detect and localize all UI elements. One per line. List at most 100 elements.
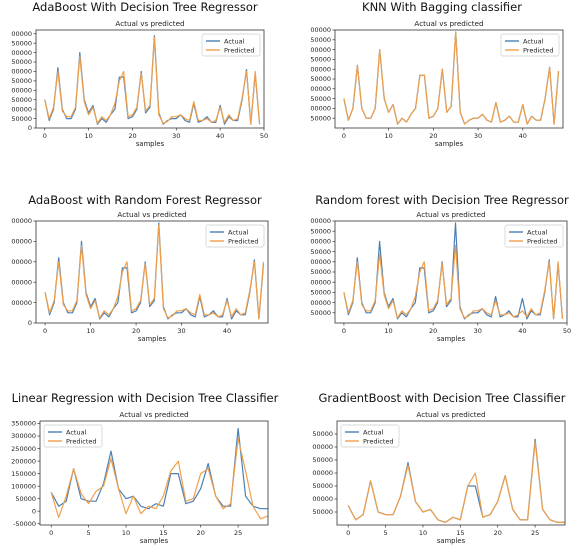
y-tick-label: 50000 [310,75,331,83]
panel-heading: Random forest with Decision Tree Regress… [315,193,569,207]
chart-panel-4: Random forest with Decision Tree Regress… [297,193,587,373]
x-tick-label: 20 [197,529,205,537]
y-tick-label: 50000 [310,309,331,317]
x-tick-label: 0 [342,132,346,140]
x-tick-label: 30 [474,327,482,335]
legend-label: Predicted [527,237,558,245]
x-tick-label: 0 [43,327,47,335]
y-tick-label: 00000 [310,85,331,93]
chart-svg: Actual vs predicted 50000 00000 50000 00000 5… [310,210,571,343]
y-tick-label: 50000 [310,36,331,44]
y-tick-label: 0 [28,319,32,327]
x-tick-label: 10 [385,132,393,140]
legend-label: Predicted [523,46,554,54]
x-tick-label: 0 [43,132,47,140]
x-tick-label: 10 [384,327,392,335]
y-tick-label: 50000 [310,227,331,235]
x-tick-label: 20 [132,327,140,335]
y-tick-label: 50000 [312,456,333,464]
x-tick-label: 20 [494,529,502,537]
predicted-line [50,437,269,520]
x-tick-label: 50 [260,132,268,140]
x-tick-label: 20 [429,327,437,335]
predicted-line [44,224,265,320]
plot-frame [334,220,568,324]
legend-label: Actual [363,428,384,436]
legend-label: Predicted [228,237,259,245]
predicted-line [343,31,560,125]
x-tick-label: 30 [474,132,482,140]
x-tick-label: 40 [216,132,224,140]
chart-title: Actual vs predicted [416,210,485,219]
chart-panel-6: GradientBoost with Decision Tree Classif… [297,391,587,557]
actual-line [347,438,565,523]
legend-label: Actual [523,37,544,45]
plot-frame [35,29,265,129]
x-tick-label: 40 [518,327,526,335]
x-tick-label: 15 [159,529,167,537]
x-axis-label: samples [437,537,466,545]
legend-label: Actual [228,228,249,236]
y-tick-label: 00000 [11,217,32,225]
y-tick-label: 200000 [11,457,36,465]
y-tick-label: 00000 [310,238,331,246]
x-tick-label: 20 [429,132,437,140]
x-tick-label: 25 [234,529,242,537]
y-tick-label: 50000 [310,289,331,297]
x-tick-label: 25 [531,529,539,537]
x-tick-label: 0 [49,529,53,537]
y-tick-label: 50000 [310,248,331,256]
y-tick-label: 00000 [11,30,32,38]
y-tick-label: 00000 [11,238,32,246]
y-tick-label: 50000 [11,39,32,47]
x-tick-label: 20 [128,132,136,140]
x-axis-label: samples [136,140,165,148]
x-tick-label: 5 [384,529,388,537]
chart-panel-2: KNN With Bagging classifier Actual vs pr… [297,0,587,185]
panel-heading: KNN With Bagging classifier [362,0,522,14]
x-tick-label: 0 [346,529,350,537]
y-tick-label: 00000 [310,299,331,307]
panel-heading: AdaBoost with Random Forest Regressor [28,193,262,207]
panel-heading: GradientBoost with Decision Tree Classif… [318,391,566,405]
y-tick-label: 50000 [312,482,333,490]
panel-heading: Linear Regression with Decision Tree Cla… [11,391,279,405]
legend-label: Actual [66,428,87,436]
y-tick-label: 00000 [11,87,32,95]
chart-title: Actual vs predicted [416,410,485,419]
y-tick-label: 00000 [11,258,32,266]
legend-label: Predicted [66,437,97,445]
y-tick-label: 150000 [11,470,36,478]
y-tick-label: 300000 [11,432,36,440]
x-tick-label: 10 [86,327,94,335]
y-tick-label: 50000 [310,95,331,103]
panel-heading: AdaBoost With Decision Tree Regressor [32,0,258,14]
predicted-line [343,244,564,320]
chart-panel-5: Linear Regression with Decision Tree Cla… [0,391,290,557]
x-tick-label: 30 [172,132,180,140]
y-tick-label: 00000 [310,65,331,73]
x-axis-label: samples [138,335,167,343]
y-tick-label: 00000 [11,299,32,307]
chart-title: Actual vs predicted [117,210,186,219]
y-tick-label: 250000 [11,445,36,453]
actual-line [44,222,265,320]
x-tick-label: 10 [419,529,427,537]
plot-frame [35,220,269,324]
chart-svg: Actual vs predicted050000000005000000000… [11,19,268,148]
y-tick-label: 00000 [310,105,331,113]
y-tick-label: 00000 [11,278,32,286]
y-tick-label: 50000 [312,508,333,516]
y-tick-label: 50000 [11,58,32,66]
chart-svg: Actual vs predicted-50000050000100000150… [11,410,269,545]
chart-panel-1: AdaBoost With Decision Tree Regressor Ac… [0,0,290,185]
y-tick-label: 00000 [310,278,331,286]
y-tick-label: 00000 [310,217,331,225]
legend-label: Predicted [224,46,255,54]
chart-title: Actual vs predicted [414,19,483,28]
plot-frame [39,420,269,526]
x-tick-label: 0 [342,327,346,335]
predicted-line [44,36,261,125]
y-tick-label: 50000 [11,115,32,123]
predicted-line [347,441,565,523]
